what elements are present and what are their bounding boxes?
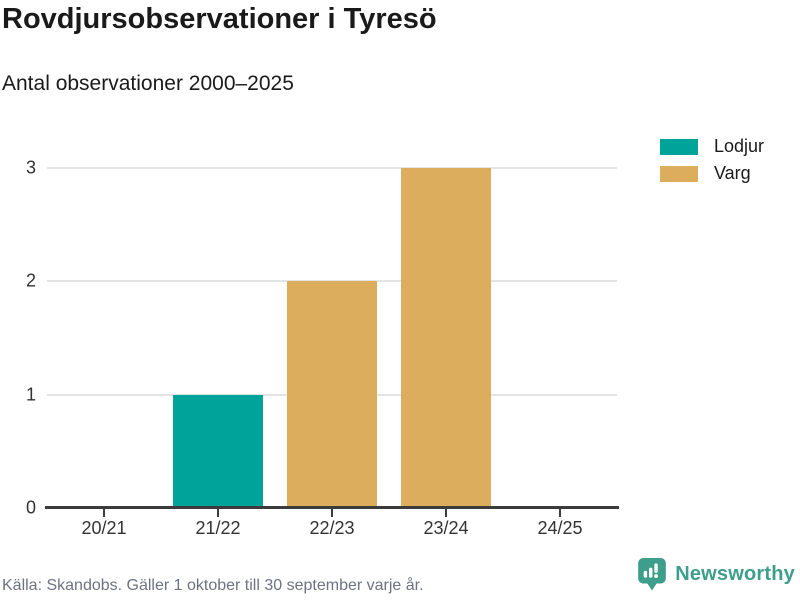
- legend-label-varg: Varg: [714, 163, 751, 183]
- x-tick-label-21/22: 21/22: [195, 518, 241, 538]
- x-tick-label-23/24: 23/24: [423, 518, 469, 538]
- x-tick-22/23: [331, 509, 333, 517]
- legend-swatch-varg: [660, 165, 698, 182]
- legend-label-lodjur: Lodjur: [714, 136, 765, 156]
- newsworthy-icon: [638, 558, 667, 591]
- bar-21-22-lodjur: [173, 394, 263, 508]
- x-tick-label-24/25: 24/25: [537, 518, 583, 538]
- bar-22-23-varg: [287, 281, 377, 508]
- x-tick-24/25: [559, 509, 561, 517]
- x-tick-23/24: [445, 509, 447, 517]
- x-tick-label-22/23: 22/23: [309, 518, 355, 538]
- legend: Lodjur Varg: [660, 133, 764, 187]
- y-tick-label-3: 3: [25, 157, 36, 178]
- y-tick-label-2: 2: [25, 270, 36, 291]
- y-tick-label-0: 0: [25, 497, 36, 518]
- chart-title: Rovdjursobservationer i Tyresö: [2, 3, 437, 35]
- x-tick-21/22: [217, 509, 219, 517]
- chart-subtitle: Antal observationer 2000–2025: [2, 72, 294, 95]
- newsworthy-wordmark: Newsworthy: [675, 563, 795, 585]
- legend-item-lodjur: Lodjur: [660, 133, 764, 160]
- y-tick-label-1: 1: [25, 384, 36, 405]
- x-axis-line: [45, 506, 619, 509]
- source-note: Källa: Skandobs. Gäller 1 oktober till 3…: [2, 577, 424, 594]
- legend-swatch-lodjur: [660, 138, 698, 155]
- x-tick-label-20/21: 20/21: [81, 518, 127, 538]
- newsworthy-logo: Newsworthy: [637, 558, 795, 591]
- legend-item-varg: Varg: [660, 160, 764, 187]
- bar-23-24-varg: [401, 168, 491, 508]
- gridline-3: [47, 167, 617, 169]
- x-tick-20/21: [103, 509, 105, 517]
- plot-area: [47, 167, 617, 508]
